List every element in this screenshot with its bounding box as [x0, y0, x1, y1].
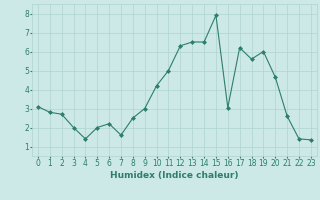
X-axis label: Humidex (Indice chaleur): Humidex (Indice chaleur): [110, 171, 239, 180]
